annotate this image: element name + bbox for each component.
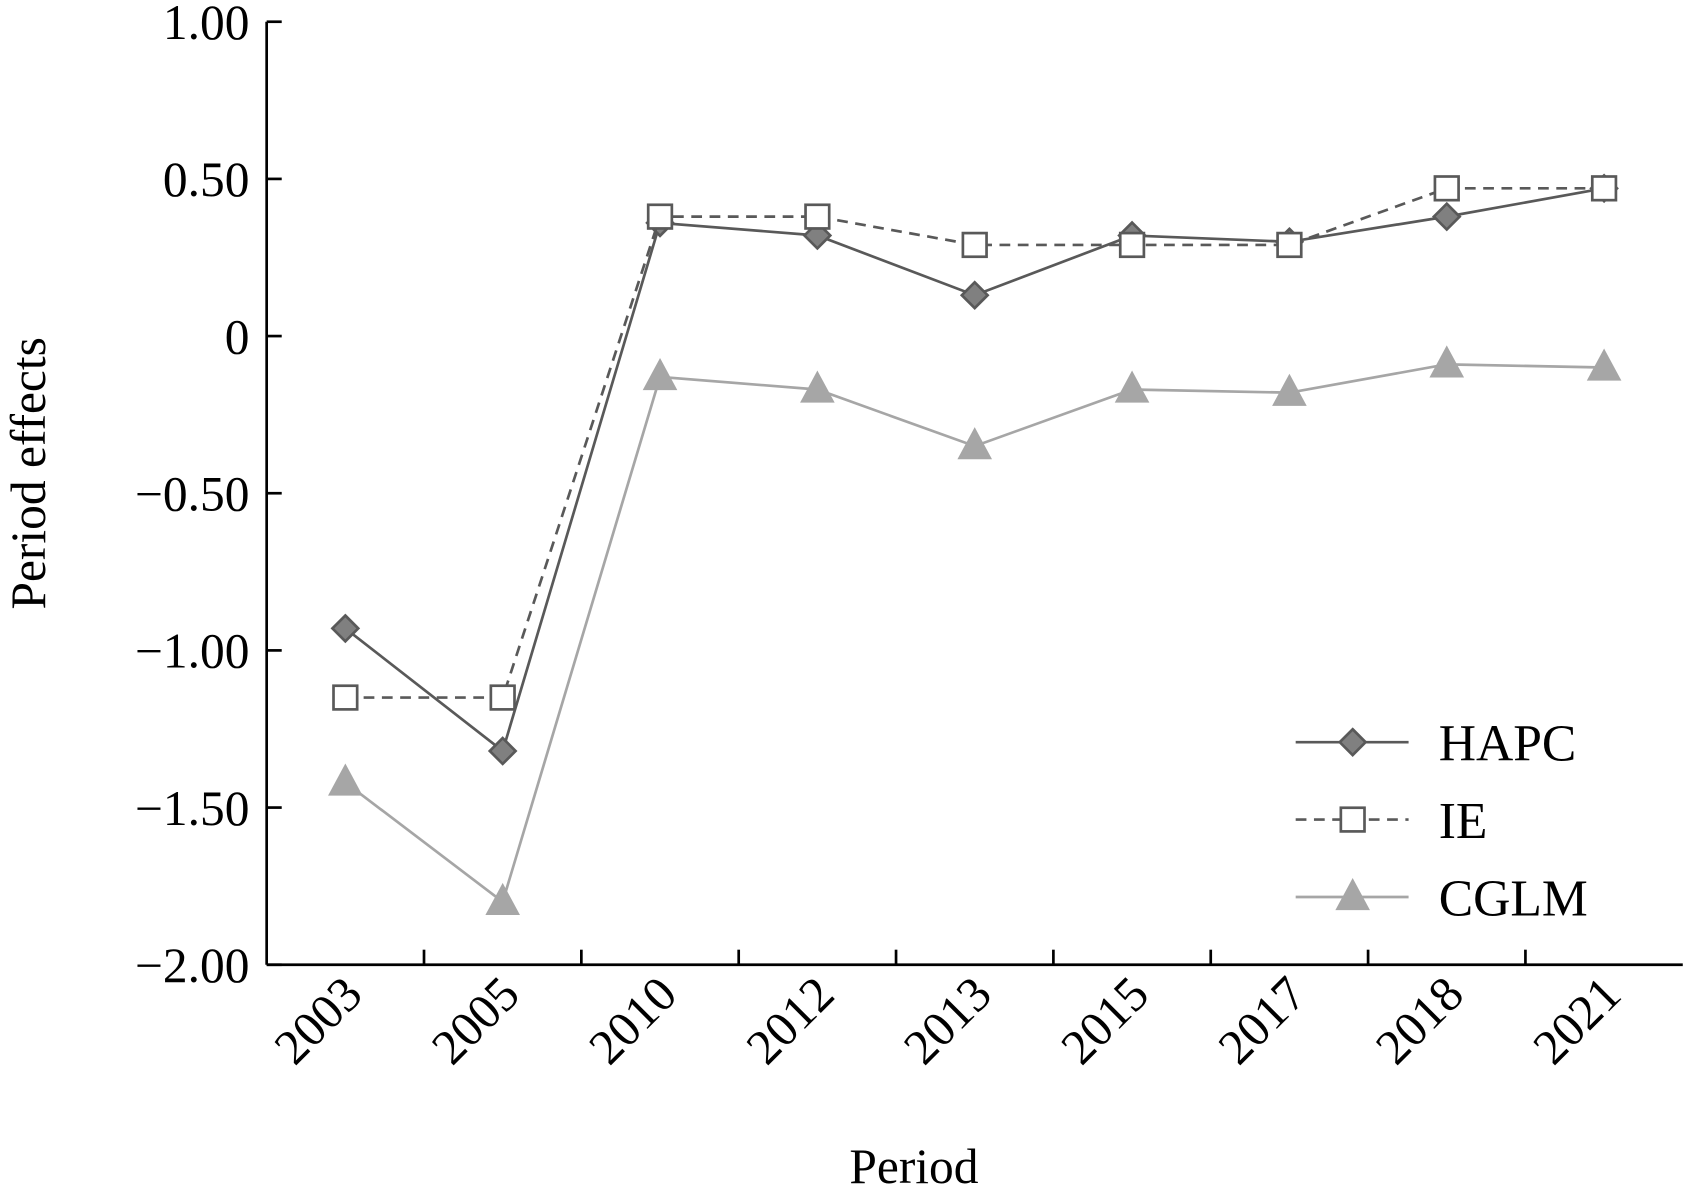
y-tick-label: −1.00 xyxy=(135,624,249,679)
data-point xyxy=(1586,348,1622,381)
x-tick-label: 2010 xyxy=(578,966,687,1075)
x-axis-label: Period xyxy=(849,1139,978,1194)
x-tick-label: 2015 xyxy=(1050,966,1159,1075)
data-point xyxy=(1590,175,1618,202)
y-axis-label: Period effects xyxy=(1,337,56,609)
data-point xyxy=(1118,231,1146,259)
series-line xyxy=(344,187,1605,754)
data-point xyxy=(957,427,993,460)
data-point xyxy=(1276,231,1303,259)
legend-marker xyxy=(1335,878,1370,911)
legend-label: HAPC xyxy=(1439,715,1577,772)
series-hapc xyxy=(330,173,1619,766)
legend-item-cglm: CGLM xyxy=(1295,870,1588,927)
data-point xyxy=(1433,175,1460,202)
x-tick-label: 2013 xyxy=(893,966,1002,1075)
x-tick-label: 2012 xyxy=(736,966,845,1075)
x-tick-label: 2018 xyxy=(1365,966,1474,1075)
data-point xyxy=(332,684,359,711)
y-tick-label: 0.50 xyxy=(163,152,250,207)
x-tick-label: 2003 xyxy=(264,966,373,1075)
x-tick-label: 2021 xyxy=(1522,966,1631,1075)
data-point xyxy=(800,370,835,403)
x-tick-label: 2017 xyxy=(1208,966,1317,1075)
legend-label: IE xyxy=(1439,793,1488,850)
series-ie xyxy=(332,175,1618,711)
legend-item-hapc: HAPC xyxy=(1295,715,1577,772)
legend-marker xyxy=(1339,806,1366,833)
data-point xyxy=(487,736,518,766)
x-tick-label: 2005 xyxy=(421,966,530,1075)
data-point xyxy=(961,231,988,259)
data-point xyxy=(804,203,831,230)
data-point xyxy=(1114,370,1150,403)
y-tick-label: −1.50 xyxy=(135,781,249,836)
legend-label: CGLM xyxy=(1439,870,1588,927)
legend-marker xyxy=(1337,727,1368,757)
y-tick-label: −0.50 xyxy=(135,466,249,521)
data-point xyxy=(1431,201,1462,232)
data-point xyxy=(328,763,363,796)
data-point xyxy=(485,882,520,916)
legend: HAPC IE CGLM xyxy=(1295,715,1588,927)
series-layer xyxy=(328,173,1622,916)
y-tick-label: 1.00 xyxy=(163,0,250,50)
data-point xyxy=(642,357,678,391)
y-tick-label: −2.00 xyxy=(135,938,249,993)
series-cglm xyxy=(328,345,1622,916)
data-point xyxy=(330,613,361,644)
data-point xyxy=(489,684,516,711)
data-point xyxy=(959,280,990,311)
legend-item-ie: IE xyxy=(1295,793,1488,850)
data-point xyxy=(646,203,674,230)
data-point xyxy=(1429,345,1465,378)
data-point xyxy=(1272,373,1307,406)
y-tick-label: 0 xyxy=(225,309,250,364)
